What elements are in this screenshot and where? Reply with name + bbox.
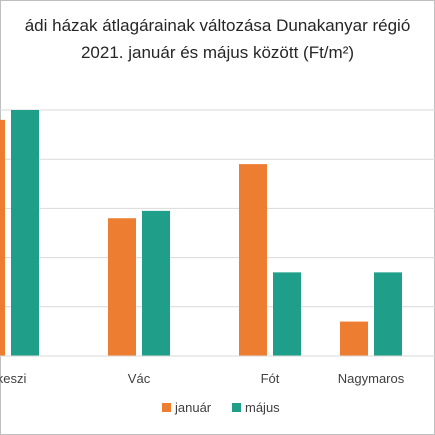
bars <box>0 110 402 356</box>
chart-title-line-1: ádi házak átlagárainak változása Dunakan… <box>24 16 411 35</box>
x-axis: akeszi Vác Fót Nagymaros <box>0 355 435 386</box>
bar-0-3 <box>340 321 368 356</box>
legend-swatch-0 <box>162 403 171 412</box>
x-tick-label-2: Fót <box>261 371 280 386</box>
bar-0-0 <box>0 119 5 356</box>
bar-1-2 <box>273 272 301 356</box>
legend-label-0: január <box>174 400 212 415</box>
legend: január május <box>162 400 280 415</box>
bar-0-2 <box>239 164 267 356</box>
bar-1-0 <box>11 110 39 356</box>
legend-swatch-1 <box>232 403 241 412</box>
bar-0-1 <box>108 218 136 356</box>
chart-title-line-2: 2021. január és május között (Ft/m²) <box>80 43 355 62</box>
x-tick-label-0: akeszi <box>0 371 27 386</box>
bar-1-3 <box>374 272 402 356</box>
legend-label-1: május <box>245 400 280 415</box>
gridlines <box>0 109 435 308</box>
x-tick-label-1: Vác <box>128 371 151 386</box>
x-tick-label-3: Nagymaros <box>338 371 405 386</box>
bar-1-1 <box>142 210 170 356</box>
chart-title: ádi házak átlagárainak változása Dunakan… <box>1 12 434 66</box>
